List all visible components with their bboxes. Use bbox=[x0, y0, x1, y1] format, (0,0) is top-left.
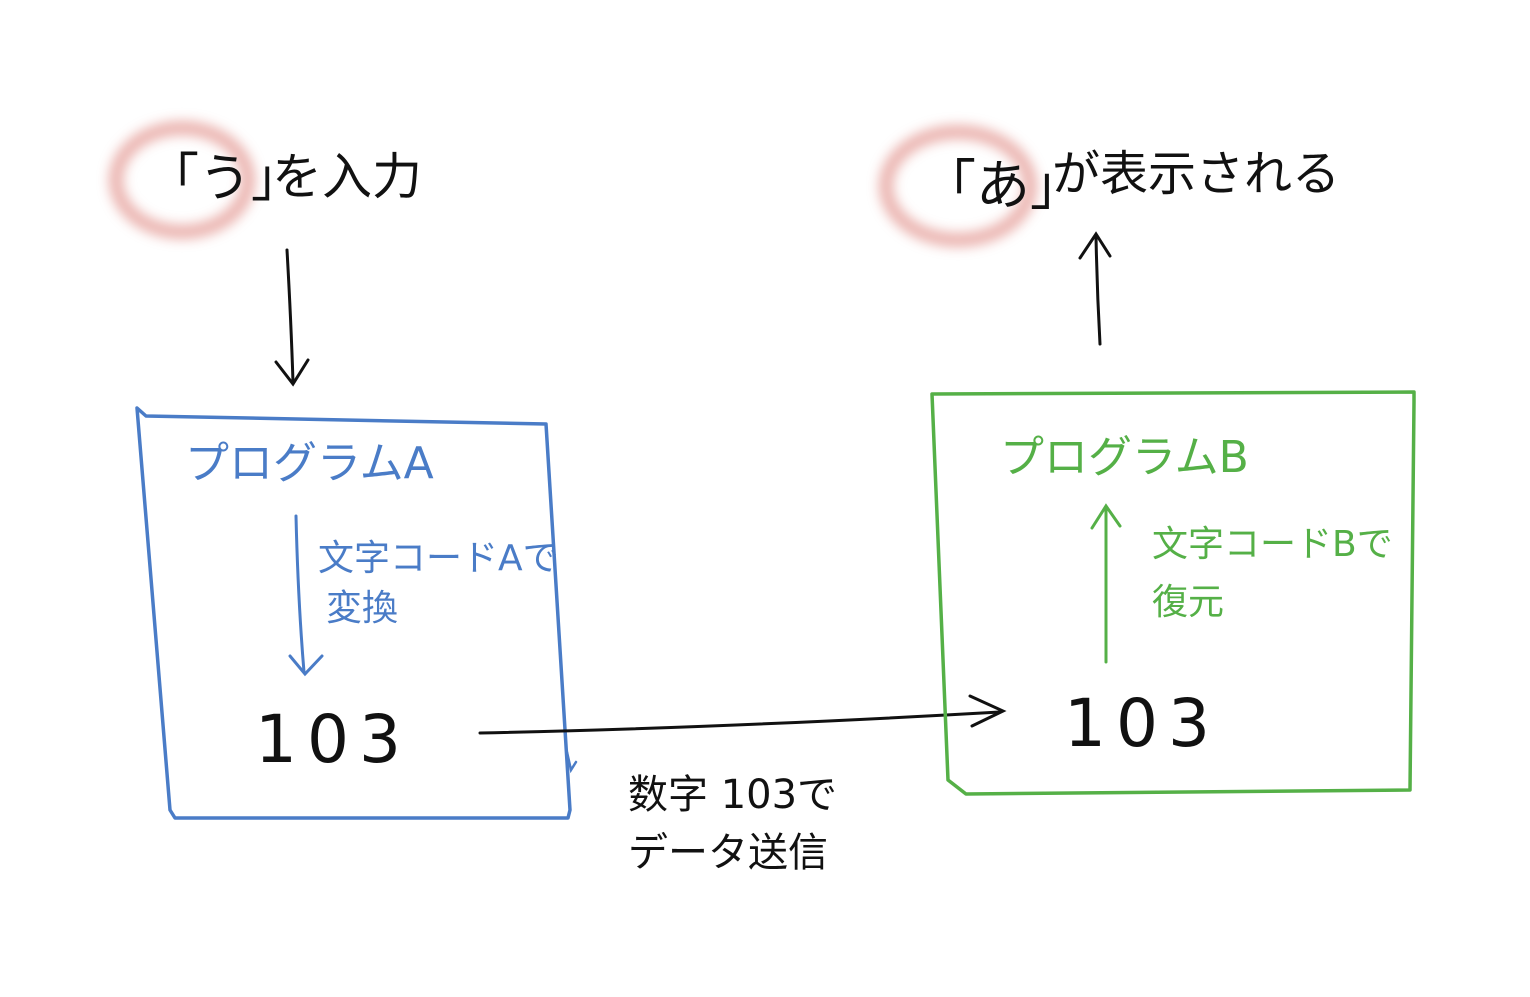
program-b-restore-arrow bbox=[1090, 503, 1122, 664]
program-b-value: 103 bbox=[1064, 685, 1220, 762]
program-a-box: プログラムA 文字コードAで 変換 103 bbox=[135, 406, 578, 820]
program-b-step-line2: 復元 bbox=[1152, 582, 1224, 623]
program-a-convert-arrow bbox=[288, 514, 324, 677]
program-a-value: 103 bbox=[255, 701, 411, 778]
program-b-step-line1: 文字コードBで bbox=[1152, 524, 1393, 565]
output-label: 「あ」 が表示される bbox=[879, 125, 1340, 247]
transfer-arrow bbox=[478, 694, 1007, 735]
transfer-line1: 数字 103で bbox=[628, 772, 837, 818]
output-arrow bbox=[1078, 231, 1112, 346]
program-b-box: プログラムB 文字コードBで 復元 103 bbox=[930, 390, 1416, 796]
input-highlight-circle bbox=[109, 121, 255, 239]
output-char: 「あ」 bbox=[922, 154, 1084, 217]
input-suffix: を入力 bbox=[272, 148, 422, 206]
program-b-title: プログラムB bbox=[1000, 432, 1249, 483]
transfer-line2: データ送信 bbox=[628, 830, 828, 876]
input-label: 「う」 を入力 bbox=[109, 121, 422, 239]
output-suffix: が表示される bbox=[1052, 146, 1340, 202]
program-a-step-line1: 文字コードAで bbox=[318, 538, 559, 579]
input-arrow bbox=[274, 248, 310, 387]
program-a-title: プログラムA bbox=[185, 438, 434, 489]
program-a-step-line2: 変換 bbox=[326, 588, 398, 629]
program-a-border bbox=[135, 406, 572, 820]
input-char: 「う」 bbox=[147, 149, 303, 209]
program-b-border bbox=[930, 390, 1416, 796]
output-highlight-circle bbox=[879, 125, 1037, 247]
